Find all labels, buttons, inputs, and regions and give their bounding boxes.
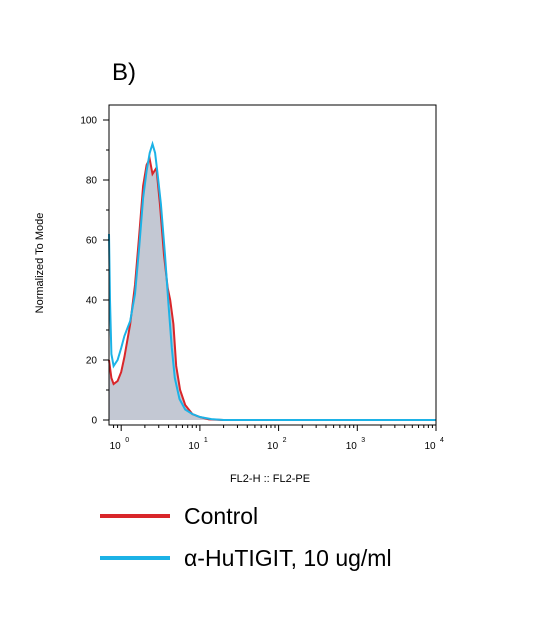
- y-axis-label: Normalized To Mode: [34, 213, 46, 314]
- panel-label: B): [112, 59, 136, 86]
- legend-item-control: Control: [100, 503, 258, 529]
- x-tick-label: 10: [188, 441, 200, 452]
- tigit-series-line: [108, 140, 436, 421]
- x-tick-label: 10: [110, 441, 122, 452]
- x-tick-exponent: 0: [125, 437, 129, 444]
- legend-label-control: Control: [184, 503, 258, 529]
- y-tick-label: 80: [86, 176, 98, 187]
- y-axis: 0 20 40 60 80 100: [80, 116, 109, 427]
- y-tick-label: 20: [86, 356, 98, 367]
- x-tick-label: 10: [267, 441, 279, 452]
- plot-frame: [108, 104, 437, 426]
- plot-area: [108, 104, 437, 426]
- y-tick-label: 100: [80, 116, 97, 127]
- x-tick-label: 10: [346, 441, 358, 452]
- control-fill-area: [109, 159, 436, 420]
- x-axis-label: FL2-H :: FL2-PE: [230, 473, 310, 485]
- legend-label-tigit: α-HuTIGIT, 10 ug/ml: [184, 545, 392, 571]
- legend-item-tigit: α-HuTIGIT, 10 ug/ml: [100, 545, 392, 571]
- x-tick-exponent: 3: [361, 437, 365, 444]
- y-tick-label: 0: [91, 416, 97, 427]
- x-tick-exponent: 1: [204, 437, 208, 444]
- y-tick-label: 60: [86, 236, 98, 247]
- x-tick-label: 10: [424, 441, 436, 452]
- y-tick-label: 40: [86, 296, 98, 307]
- x-tick-exponent: 2: [283, 437, 287, 444]
- legend: Control α-HuTIGIT, 10 ug/ml: [100, 503, 392, 571]
- x-tick-exponent: 4: [440, 437, 444, 444]
